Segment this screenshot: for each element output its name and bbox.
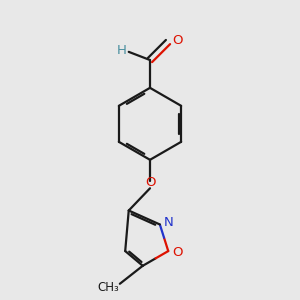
Text: N: N [164,216,174,229]
Text: H: H [117,44,127,57]
Text: O: O [172,34,182,47]
Text: O: O [145,176,155,189]
Text: O: O [172,246,183,259]
Text: CH₃: CH₃ [98,281,119,294]
